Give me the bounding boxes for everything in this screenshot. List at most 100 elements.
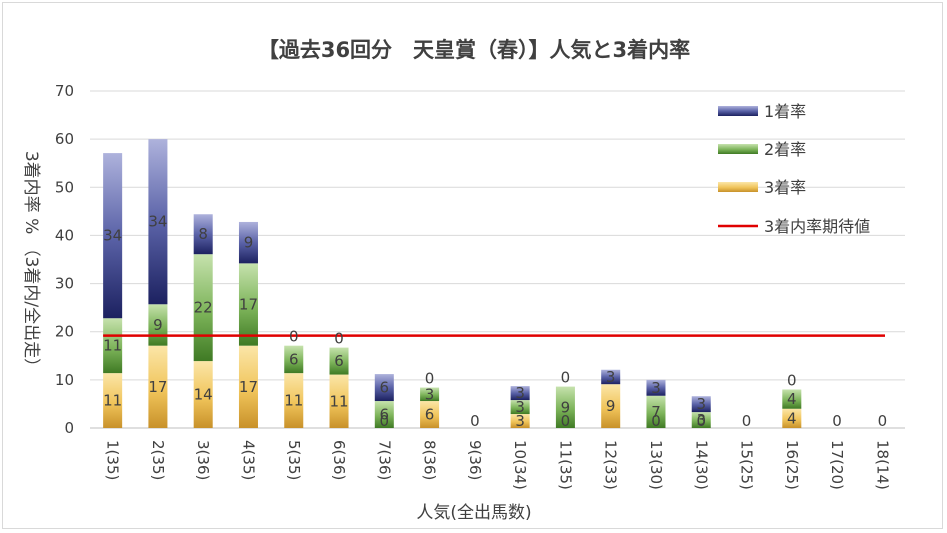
data-label: 0 — [425, 370, 435, 388]
bar-3着率-4(35) — [238, 345, 258, 428]
bar-3着率-6(36) — [329, 374, 349, 428]
data-label: 3 — [515, 384, 525, 402]
data-label: 3 — [425, 385, 435, 403]
data-label: 0 — [742, 412, 752, 430]
x-tick-label: 4(35) — [239, 440, 257, 480]
bar-1着率-13(30) — [646, 379, 666, 396]
bar-1着率-4(35) — [238, 221, 258, 264]
bar-2着率-5(35) — [284, 345, 304, 374]
data-label: 0 — [380, 412, 390, 430]
data-label: 9 — [244, 234, 254, 252]
data-label: 34 — [103, 227, 122, 245]
x-tick-label: 5(35) — [285, 440, 303, 480]
grid — [90, 90, 905, 429]
y-tick-label: 20 — [55, 323, 74, 341]
x-tick-label: 13(30) — [647, 440, 665, 490]
y-tick-label: 0 — [64, 419, 74, 437]
data-label: 9 — [561, 398, 571, 416]
data-label: 7 — [651, 403, 661, 421]
x-tick-label: 10(34) — [511, 440, 529, 490]
bar-2着率-1(35) — [103, 318, 123, 374]
legend-label: 2着率 — [764, 140, 806, 159]
data-label: 14 — [194, 386, 213, 404]
y-tick-label: 50 — [55, 178, 74, 196]
bar-1着率-10(34) — [510, 386, 530, 401]
data-label: 0 — [651, 412, 661, 430]
y-tick-label: 40 — [55, 226, 74, 244]
y-tick-label: 30 — [55, 275, 74, 293]
bar-3着率-3(36) — [193, 361, 213, 428]
data-label: 0 — [787, 371, 797, 389]
data-label: 6 — [380, 406, 390, 424]
bar-1着率-7(36) — [374, 374, 394, 402]
y-tick-label: 70 — [55, 82, 74, 100]
legend-label: 3着内率期待値 — [764, 217, 870, 236]
bar-3着率-2(35) — [148, 345, 168, 428]
chart-title: 【過去36回分 天皇賞（春）】人気と3着内率 — [258, 38, 690, 62]
bar-1着率-3(36) — [193, 214, 213, 255]
y-axis-ticks: 0 10 20 30 40 50 60 70 — [55, 82, 74, 437]
x-tick-label: 6(36) — [330, 440, 348, 480]
bar-3着率-8(36) — [420, 401, 440, 428]
y-axis-label: 3着内率 % （3着内/全出走） — [21, 151, 41, 375]
legend-swatch-1着率 — [718, 106, 758, 116]
data-label: 11 — [329, 392, 348, 410]
x-tick-label: 7(36) — [375, 440, 393, 480]
x-axis-ticks: 1(35) 2(35) 3(36) 4(35) 5(35) 6(36) 7(36) 8(36)… — [104, 440, 892, 490]
data-label: 3 — [515, 398, 525, 416]
legend-swatch-2着率 — [718, 144, 758, 154]
data-label: 9 — [606, 397, 616, 415]
data-label: 17 — [239, 378, 258, 396]
data-label: 0 — [561, 369, 571, 387]
x-tick-label: 1(35) — [104, 440, 122, 480]
data-label: 3 — [606, 368, 616, 386]
x-tick-label: 3(36) — [194, 440, 212, 480]
bar-2着率-6(36) — [329, 347, 349, 375]
y-tick-label: 10 — [55, 371, 74, 389]
bar-2着率-8(36) — [420, 387, 440, 402]
data-label: 3 — [696, 395, 706, 413]
data-label: 0 — [334, 330, 344, 348]
bar-2着率-10(34) — [510, 400, 530, 415]
data-label: 6 — [425, 406, 435, 424]
data-label: 11 — [284, 392, 303, 410]
bar-1着率-1(35) — [103, 153, 123, 319]
x-tick-label: 16(25) — [783, 440, 801, 490]
data-label: 0 — [878, 412, 888, 430]
data-label: 0 — [696, 412, 706, 430]
legend-swatch-3着率 — [718, 182, 758, 192]
data-label: 22 — [194, 299, 213, 317]
data-label: 3 — [515, 412, 525, 430]
legend: 1着率 2着率 3着率 3着内率期待値 — [718, 102, 870, 236]
data-label: 11 — [103, 337, 122, 355]
data-label: 3 — [651, 379, 661, 397]
legend-label: 3着率 — [764, 178, 806, 197]
bar-2着率-13(30) — [646, 395, 666, 428]
bar-3着率-1(35) — [103, 373, 123, 428]
x-tick-label: 9(36) — [466, 440, 484, 480]
data-label: 11 — [103, 392, 122, 410]
bar-2着率-14(30) — [691, 412, 711, 428]
x-axis-label: 人気(全出馬数) — [416, 503, 531, 523]
data-label: 0 — [289, 328, 299, 346]
bar-1着率-14(30) — [691, 396, 711, 413]
bars — [103, 139, 802, 428]
data-label: 6 — [380, 379, 390, 397]
data-label: 0 — [561, 412, 571, 430]
data-label: 17 — [239, 296, 258, 314]
data-label: 4 — [787, 390, 797, 408]
bar-2着率-4(35) — [238, 263, 258, 346]
x-tick-label: 18(14) — [873, 440, 891, 490]
x-tick-label: 17(20) — [828, 440, 846, 490]
bar-3着率-5(35) — [284, 373, 304, 428]
bar-3着率-16(25) — [782, 408, 802, 428]
data-label: 6 — [334, 352, 344, 370]
legend-label: 1着率 — [764, 102, 806, 121]
x-tick-label: 14(30) — [692, 440, 710, 490]
x-tick-label: 15(25) — [738, 440, 756, 490]
bar-1着率-2(35) — [148, 139, 168, 305]
data-label: 0 — [832, 412, 842, 430]
data-label: 4 — [787, 409, 797, 427]
bar-3着率-12(33) — [601, 384, 621, 428]
